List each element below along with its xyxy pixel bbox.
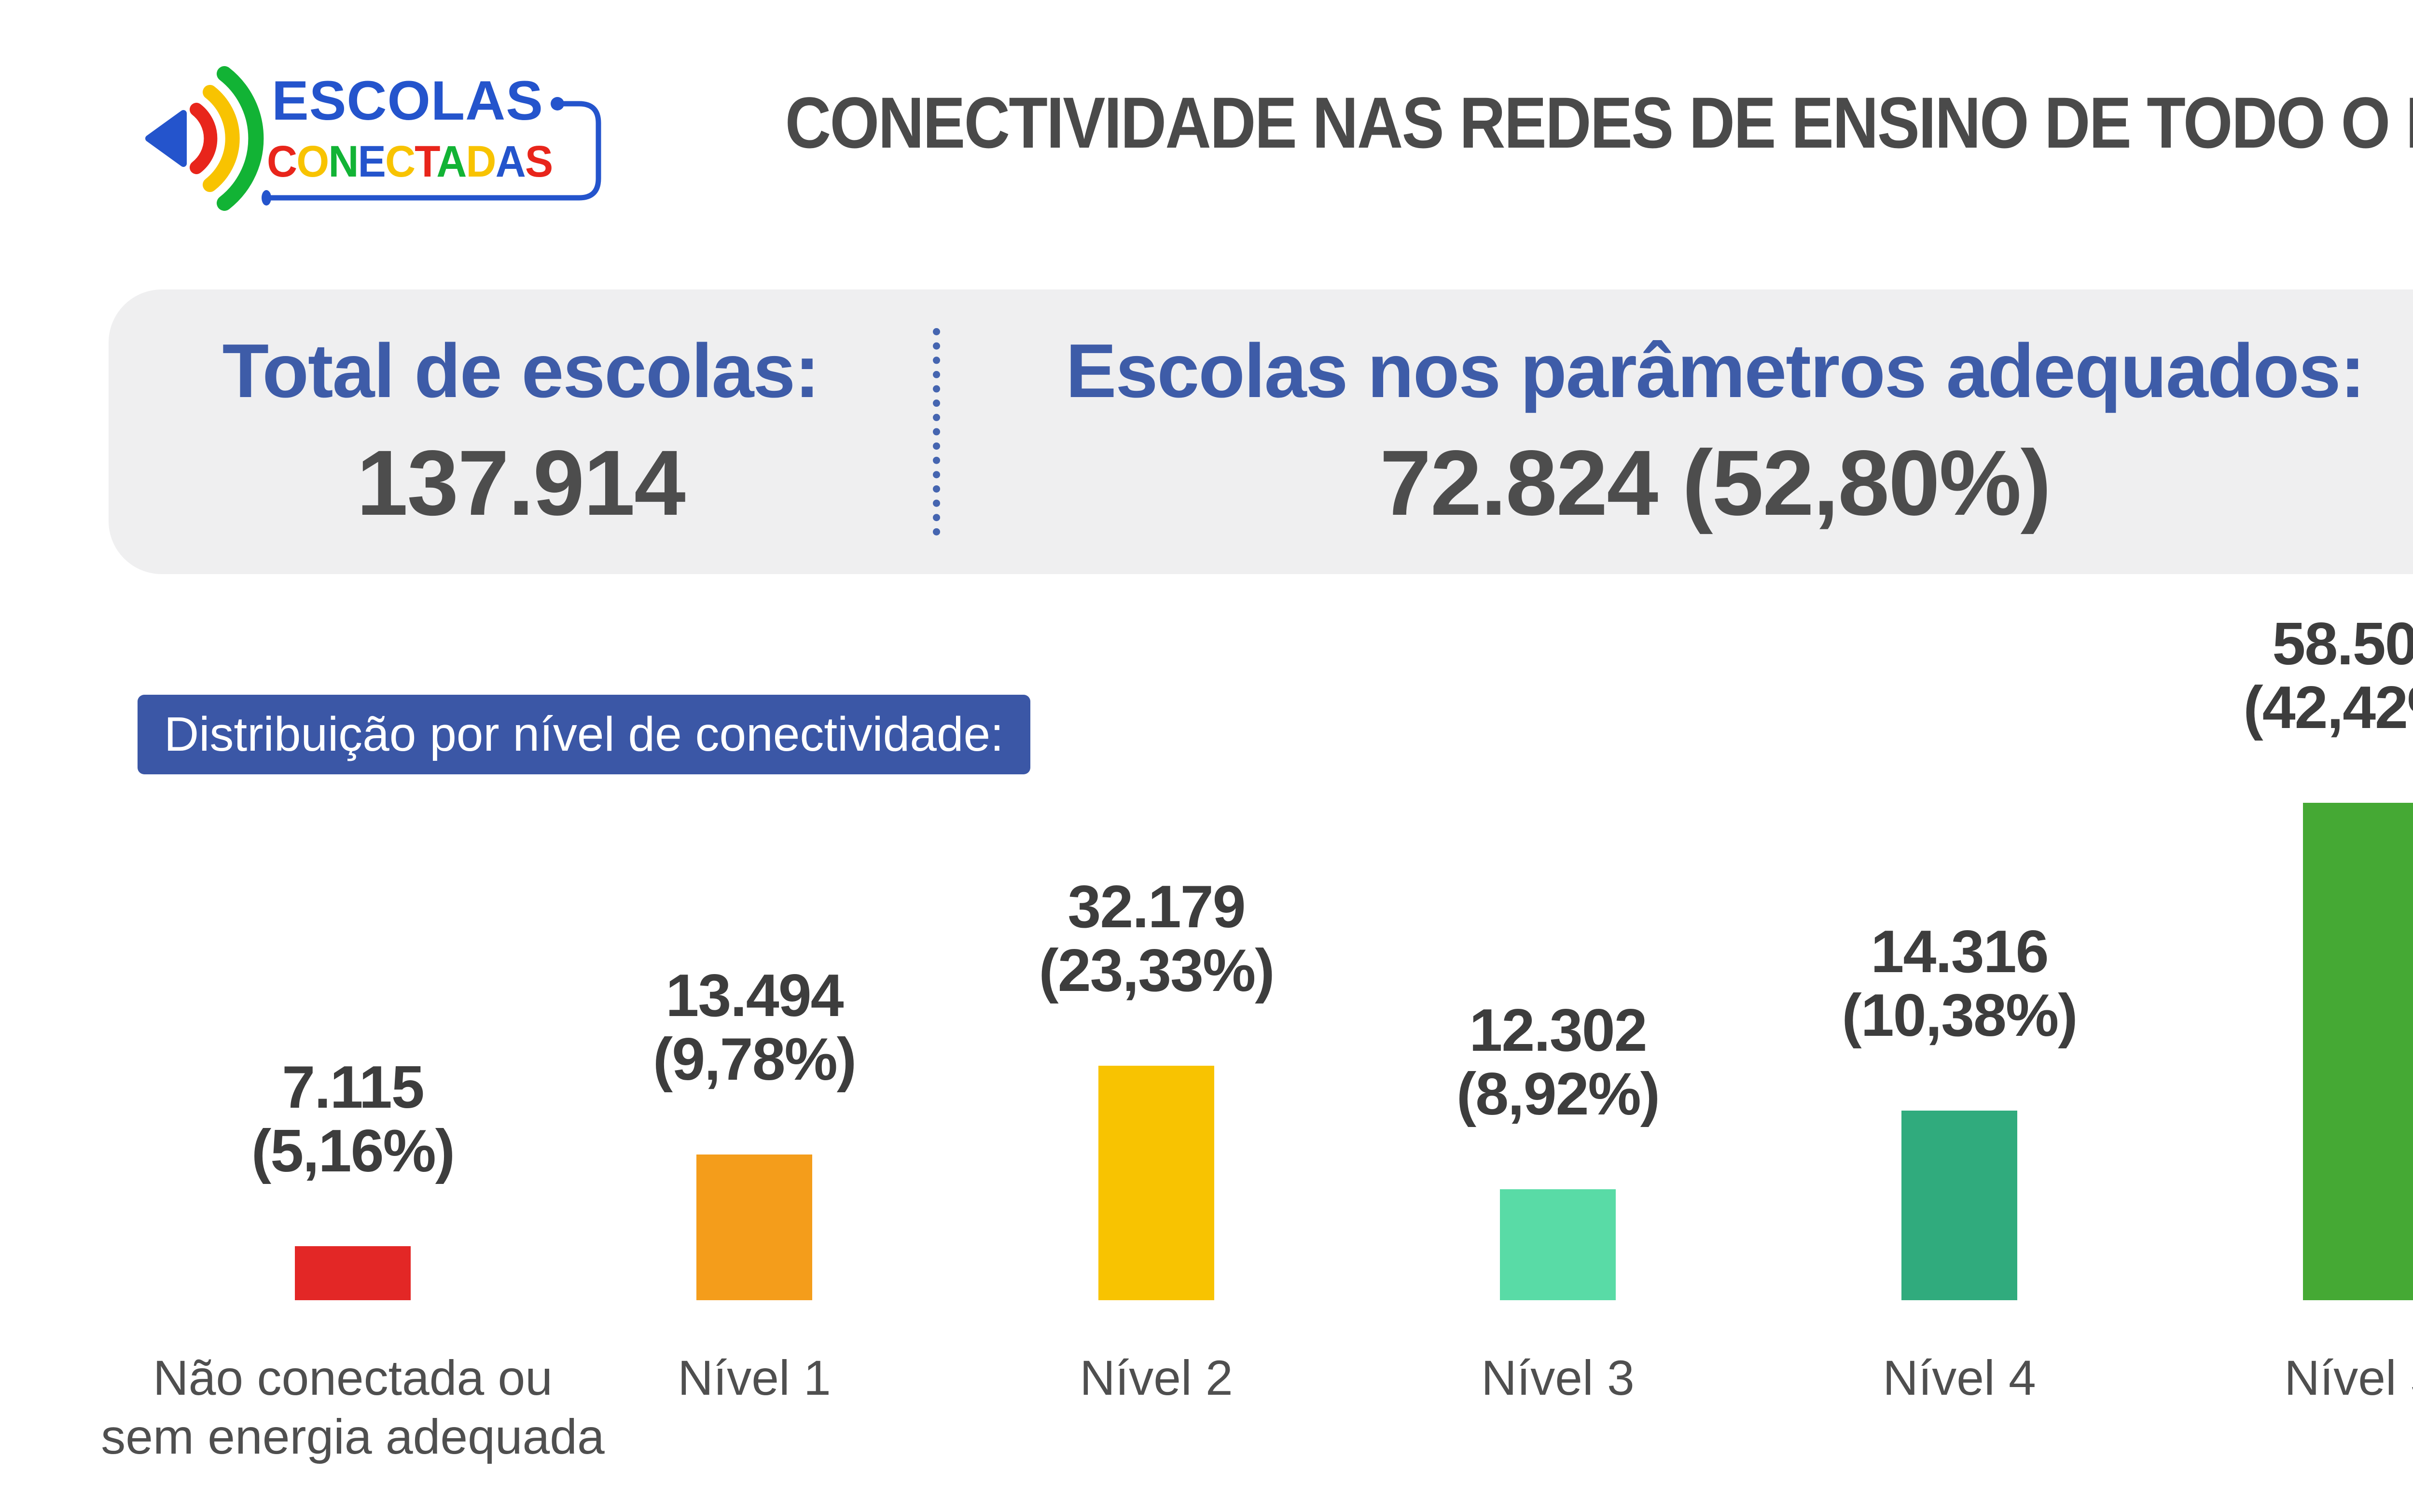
category-label: Nível 4 — [1883, 1350, 2036, 1405]
value-percent: (23,33%) — [1039, 937, 1275, 1004]
bar-value-label: 13.494 (9,78%) — [465, 962, 1044, 1093]
wire-start-dot-icon — [551, 97, 564, 110]
summary-adequate: Escolas nos parâmetros adequados: 72.824… — [940, 289, 2413, 574]
bar-value-label: 14.316 (10,38%) — [1670, 920, 2249, 1048]
logo-word-escolas: ESCOLAS — [272, 70, 543, 132]
bar-value-label: 58.508 (42,42%) — [2071, 612, 2413, 740]
signal-arc-inner-icon — [190, 103, 218, 174]
bar-nivel-4 — [1901, 1111, 2017, 1300]
summary-adequate-value: 72.824 (52,80%) — [1379, 431, 2052, 535]
wifi-signal-icon — [145, 66, 601, 211]
category-label: Nível 2 — [1080, 1350, 1233, 1405]
value-number: 12.302 — [1469, 997, 1647, 1064]
summary-box: Total de escolas: 137.914 Escolas nos pa… — [109, 289, 2413, 574]
signal-arc-outer-icon — [217, 66, 264, 211]
category-label: Não conectada ou sem energia adequada — [101, 1350, 605, 1465]
summary-total-value: 137.914 — [356, 431, 686, 535]
wire-icon — [268, 101, 601, 201]
value-number: 14.316 — [1871, 918, 2049, 985]
signal-triangle-icon — [145, 110, 187, 167]
category-label: Nível 3 — [1481, 1350, 1635, 1405]
summary-total: Total de escolas: 137.914 — [109, 289, 933, 574]
bar-nivel-5 — [2303, 803, 2413, 1300]
value-percent: (42,42%) — [2243, 674, 2413, 742]
bar-nivel-1 — [696, 1155, 812, 1300]
logo-word-conectadas: CONECTADAS — [267, 137, 553, 186]
value-percent: (8,92%) — [1456, 1061, 1660, 1128]
page-title: CONECTIVIDADE NAS REDES DE ENSINO DE TOD… — [785, 82, 2413, 163]
value-number: 32.179 — [1068, 873, 1246, 940]
value-percent: (5,16%) — [251, 1118, 455, 1185]
value-percent: (9,78%) — [652, 1026, 857, 1093]
bar-value-label: 7.115 (5,16%) — [63, 1054, 642, 1185]
dotted-divider — [932, 328, 940, 536]
category-label: Nível 5 — [2284, 1350, 2413, 1405]
section-label-chip: Distribuição por nível de conectividade: — [138, 695, 1030, 774]
bar-nivel-2 — [1098, 1066, 1214, 1300]
wire-end-dot-icon — [262, 190, 271, 206]
bar-nao-conectada — [295, 1246, 411, 1300]
value-number: 58.508 — [2272, 610, 2413, 677]
summary-adequate-label: Escolas nos parâmetros adequados: — [1066, 329, 2365, 413]
category-label: Nível 1 — [678, 1350, 831, 1405]
value-number: 13.494 — [666, 962, 844, 1029]
summary-total-label: Total de escolas: — [222, 329, 820, 413]
bar-value-label: 32.179 (23,33%) — [867, 875, 1446, 1003]
escolas-conectadas-logo: ESCOLAS CONECTADAS — [145, 55, 637, 215]
bar-value-label: 12.302 (8,92%) — [1268, 997, 1847, 1128]
signal-arc-middle-icon — [203, 85, 240, 192]
value-percent: (10,38%) — [1842, 982, 2078, 1049]
value-number: 7.115 — [282, 1054, 424, 1121]
bar-nivel-3 — [1500, 1189, 1616, 1300]
